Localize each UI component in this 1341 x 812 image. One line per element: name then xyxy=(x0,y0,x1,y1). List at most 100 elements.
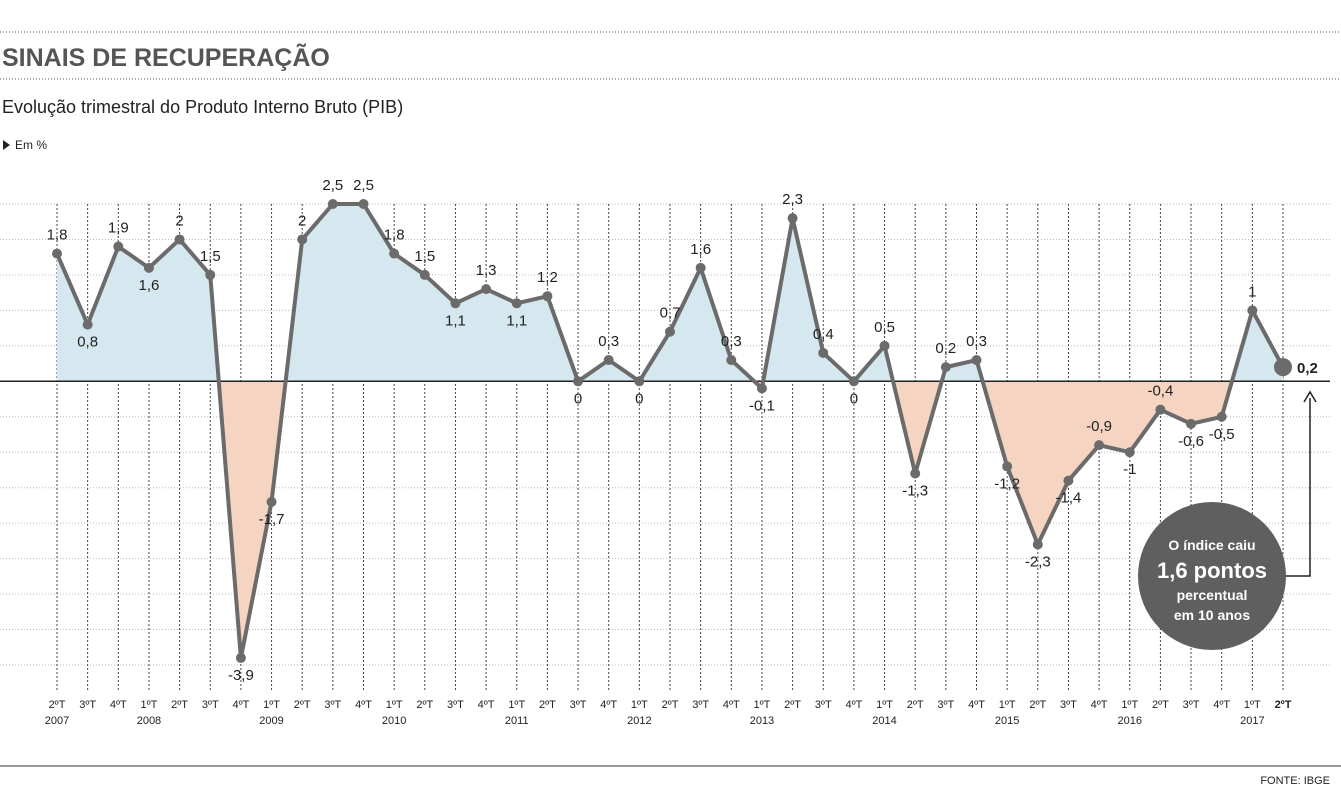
point xyxy=(143,262,154,273)
x-year-label: 2007 xyxy=(45,715,69,727)
x-tick-label: 3ºT xyxy=(815,699,832,711)
value-label: 1,8 xyxy=(47,227,68,244)
x-tick-label: 3ºT xyxy=(1060,699,1077,711)
value-label: -0,4 xyxy=(1147,383,1173,400)
value-label: 0 xyxy=(574,390,582,407)
value-label: -0,5 xyxy=(1209,426,1235,443)
x-tick-label: 1ºT xyxy=(754,699,771,711)
point xyxy=(481,284,492,295)
point xyxy=(1274,358,1292,377)
chart-subtitle: Evolução trimestral do Produto Interno B… xyxy=(2,97,403,117)
x-tick-label: 3ºT xyxy=(1183,699,1200,711)
value-label: 0,2 xyxy=(1297,360,1318,377)
x-tick-label: 4ºT xyxy=(723,699,740,711)
x-tick-label: 1ºT xyxy=(999,699,1016,711)
value-label: 2,5 xyxy=(353,177,374,194)
x-tick-label: 3ºT xyxy=(324,699,341,711)
x-year-label: 2013 xyxy=(750,715,774,727)
value-label: -1 xyxy=(1123,461,1136,478)
point xyxy=(756,383,767,394)
value-label: 1,1 xyxy=(506,312,527,329)
point xyxy=(665,326,675,337)
x-tick-label: 2ºT xyxy=(294,699,311,711)
annotation-text: percentual xyxy=(1177,587,1248,603)
point xyxy=(542,291,553,302)
x-tick-label: 1ºT xyxy=(876,699,893,711)
point xyxy=(450,298,461,309)
x-tick-label: 2ºT xyxy=(784,699,801,711)
value-label: 0,8 xyxy=(77,334,98,351)
x-tick-label: 2ºT xyxy=(1275,699,1292,711)
x-tick-label: 2ºT xyxy=(1152,699,1169,711)
point xyxy=(1002,461,1013,472)
value-label: 2 xyxy=(298,212,306,229)
value-label: 1,5 xyxy=(200,248,221,265)
point xyxy=(695,262,706,273)
x-tick-label: 3ºT xyxy=(570,699,587,711)
value-label: 1,2 xyxy=(537,269,558,286)
x-tick-label: 3ºT xyxy=(202,699,219,711)
value-label: 1,1 xyxy=(445,312,466,329)
x-tick-label: 2ºT xyxy=(171,699,188,711)
x-year-label: 2014 xyxy=(872,715,896,727)
value-label: 1,9 xyxy=(108,220,129,237)
point xyxy=(879,340,890,351)
x-tick-label: 1ºT xyxy=(508,699,525,711)
value-label: 1 xyxy=(1248,283,1256,300)
value-label: -0,1 xyxy=(749,397,775,414)
value-label: 0,3 xyxy=(966,333,987,350)
x-year-label: 2016 xyxy=(1118,715,1142,727)
annotation-bubble xyxy=(1138,502,1286,650)
value-label: -1,3 xyxy=(902,483,928,500)
x-year-label: 2008 xyxy=(137,715,161,727)
point xyxy=(419,269,430,280)
arrow-line xyxy=(1275,398,1311,577)
value-label: 0,5 xyxy=(874,319,895,336)
value-label: 1,3 xyxy=(476,262,497,279)
value-label: -0,6 xyxy=(1178,433,1204,450)
arrow-head xyxy=(1303,390,1317,403)
x-year-label: 2010 xyxy=(382,715,406,727)
x-year-label: 2012 xyxy=(627,715,651,727)
point xyxy=(1124,447,1135,458)
x-tick-label: 2ºT xyxy=(49,699,66,711)
point xyxy=(1032,539,1043,550)
x-year-label: 2009 xyxy=(259,715,283,727)
point xyxy=(971,355,982,366)
point xyxy=(113,241,124,252)
x-tick-label: 1ºT xyxy=(1244,699,1261,711)
point xyxy=(726,355,737,366)
x-tick-label: 4ºT xyxy=(232,699,249,711)
x-tick-label: 1ºT xyxy=(141,699,158,711)
point xyxy=(1186,418,1197,429)
area-positive xyxy=(57,204,1283,382)
x-year-label: 2015 xyxy=(995,715,1019,727)
x-tick-label: 1ºT xyxy=(263,699,280,711)
point xyxy=(52,248,62,259)
value-label: 0,4 xyxy=(813,326,834,343)
point xyxy=(297,234,308,245)
value-label: -0,9 xyxy=(1086,418,1112,435)
x-year-label: 2011 xyxy=(505,715,529,727)
unit-label: Em % xyxy=(15,138,47,152)
source: FONTE: IBGE xyxy=(1260,775,1330,787)
x-year-label: 2017 xyxy=(1240,715,1264,727)
point xyxy=(787,213,798,224)
value-label: -2,3 xyxy=(1025,553,1051,570)
value-label: 0,3 xyxy=(598,333,619,350)
x-tick-label: 4ºT xyxy=(1213,699,1230,711)
point xyxy=(848,376,859,387)
point xyxy=(910,468,921,479)
x-tick-label: 2ºT xyxy=(539,699,556,711)
x-tick-label: 2ºT xyxy=(416,699,433,711)
x-tick-label: 4ºT xyxy=(845,699,862,711)
point xyxy=(603,355,614,366)
x-tick-label: 3ºT xyxy=(937,699,954,711)
point xyxy=(235,652,246,663)
x-tick-label: 4ºT xyxy=(1091,699,1108,711)
point xyxy=(818,347,829,358)
x-tick-label: 3ºT xyxy=(692,699,709,711)
value-label: -3,9 xyxy=(228,667,254,684)
